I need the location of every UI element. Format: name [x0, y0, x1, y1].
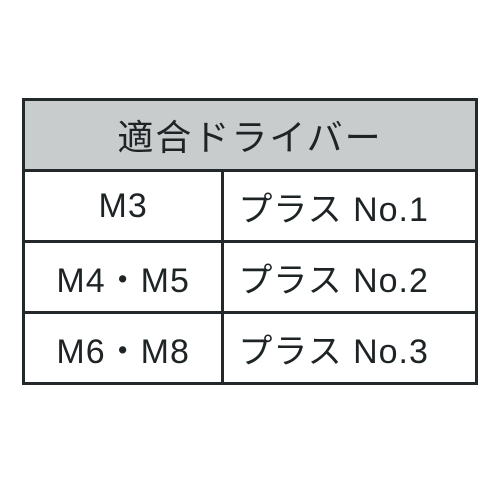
cell-size: M3: [24, 171, 223, 242]
cell-size: M6・M8: [24, 313, 223, 384]
cell-driver: プラス No.1: [223, 171, 477, 242]
table-row: M3 プラス No.1: [24, 171, 477, 242]
canvas: 適合ドライバー M3 プラス No.1 M4・M5 プラス No.2 M6・M8…: [0, 0, 500, 500]
table-row: M6・M8 プラス No.3: [24, 313, 477, 384]
cell-driver: プラス No.3: [223, 313, 477, 384]
table-header: 適合ドライバー: [24, 100, 477, 171]
table-row: M4・M5 プラス No.2: [24, 242, 477, 313]
table-header-row: 適合ドライバー: [24, 100, 477, 171]
cell-driver: プラス No.2: [223, 242, 477, 313]
driver-compat-table-wrap: 適合ドライバー M3 プラス No.1 M4・M5 プラス No.2 M6・M8…: [22, 98, 478, 385]
cell-size: M4・M5: [24, 242, 223, 313]
driver-compat-table: 適合ドライバー M3 プラス No.1 M4・M5 プラス No.2 M6・M8…: [22, 98, 478, 385]
